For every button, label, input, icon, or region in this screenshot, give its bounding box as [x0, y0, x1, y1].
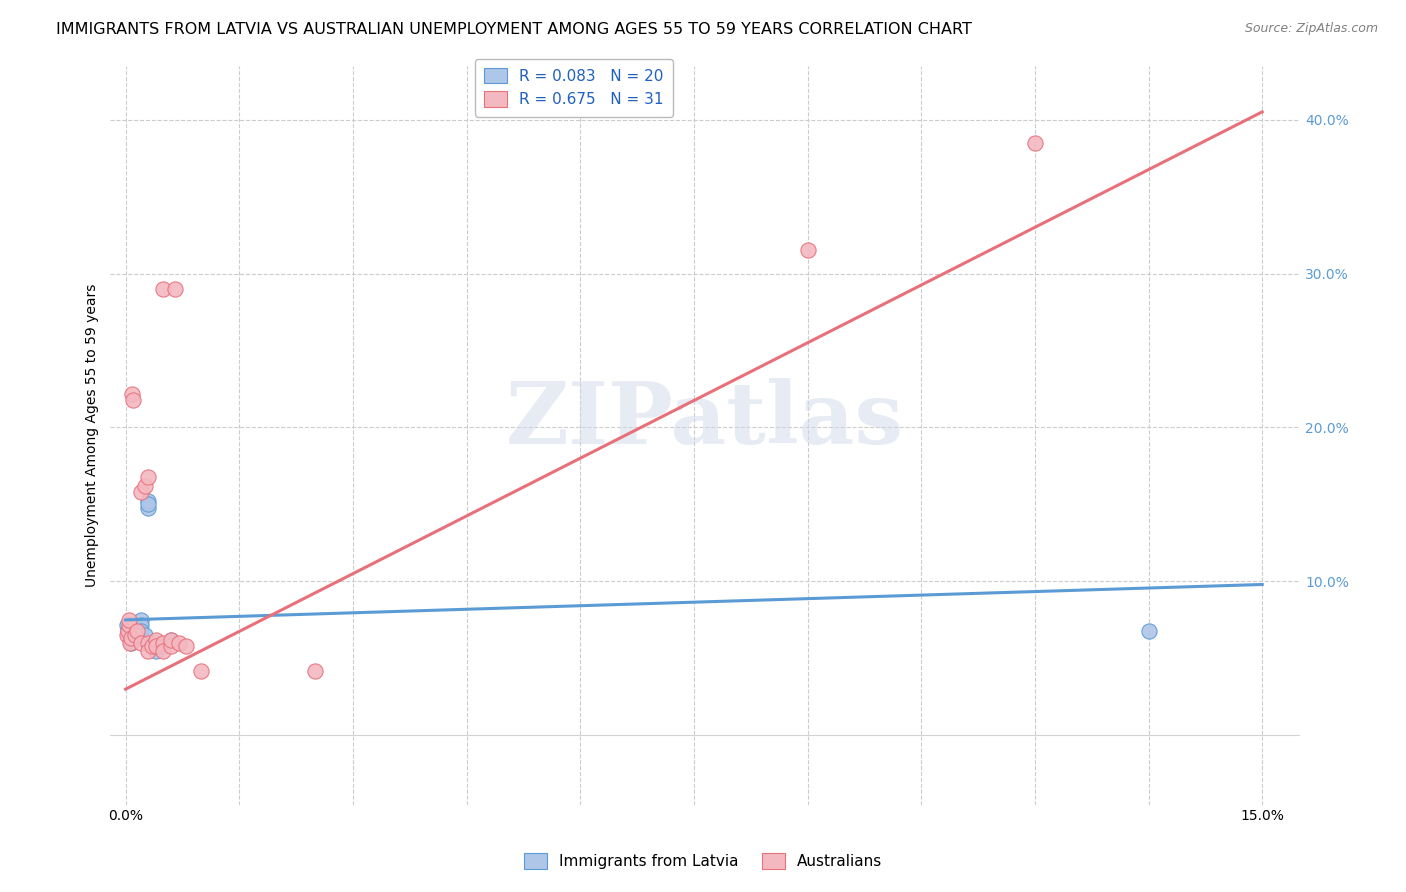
Point	[115, 617, 138, 632]
Point	[152, 636, 174, 650]
Point	[129, 624, 152, 638]
Point	[117, 624, 139, 638]
Point	[304, 664, 326, 678]
Point	[115, 628, 138, 642]
Point	[118, 628, 141, 642]
Point	[117, 624, 139, 638]
Point	[145, 643, 167, 657]
Point	[796, 244, 818, 258]
Point	[145, 639, 167, 653]
Point	[125, 628, 148, 642]
Point	[125, 624, 148, 638]
Point	[152, 282, 174, 296]
Text: Source: ZipAtlas.com: Source: ZipAtlas.com	[1244, 22, 1378, 36]
Point	[141, 639, 163, 653]
Point	[122, 624, 145, 638]
Point	[120, 636, 142, 650]
Point	[118, 613, 141, 627]
Text: IMMIGRANTS FROM LATVIA VS AUSTRALIAN UNEMPLOYMENT AMONG AGES 55 TO 59 YEARS CORR: IMMIGRANTS FROM LATVIA VS AUSTRALIAN UNE…	[56, 22, 972, 37]
Point	[129, 636, 152, 650]
Point	[136, 643, 159, 657]
Point	[190, 664, 212, 678]
Point	[160, 639, 183, 653]
Point	[160, 632, 183, 647]
Point	[1137, 624, 1160, 638]
Point	[136, 500, 159, 515]
Point	[163, 282, 186, 296]
Point	[136, 469, 159, 483]
Point	[124, 628, 146, 642]
Point	[160, 632, 183, 647]
Point	[122, 621, 145, 635]
Point	[129, 485, 152, 500]
Point	[117, 617, 139, 632]
Point	[120, 636, 142, 650]
Point	[145, 636, 167, 650]
Point	[134, 479, 156, 493]
Point	[120, 632, 142, 646]
Point	[136, 494, 159, 508]
Point	[152, 639, 174, 653]
Text: ZIPatlas: ZIPatlas	[506, 378, 904, 462]
Point	[145, 632, 167, 647]
Point	[136, 498, 159, 512]
Point	[134, 628, 156, 642]
Point	[129, 613, 152, 627]
Legend: Immigrants from Latvia, Australians: Immigrants from Latvia, Australians	[517, 847, 889, 875]
Point	[121, 386, 143, 401]
Point	[122, 392, 145, 407]
Point	[136, 636, 159, 650]
Legend: R = 0.083   N = 20, R = 0.675   N = 31: R = 0.083 N = 20, R = 0.675 N = 31	[475, 59, 673, 117]
Point	[129, 617, 152, 632]
Point	[1024, 136, 1046, 150]
Point	[167, 636, 190, 650]
Point	[124, 617, 146, 632]
Y-axis label: Unemployment Among Ages 55 to 59 years: Unemployment Among Ages 55 to 59 years	[86, 284, 100, 587]
Point	[174, 639, 197, 653]
Point	[152, 643, 174, 657]
